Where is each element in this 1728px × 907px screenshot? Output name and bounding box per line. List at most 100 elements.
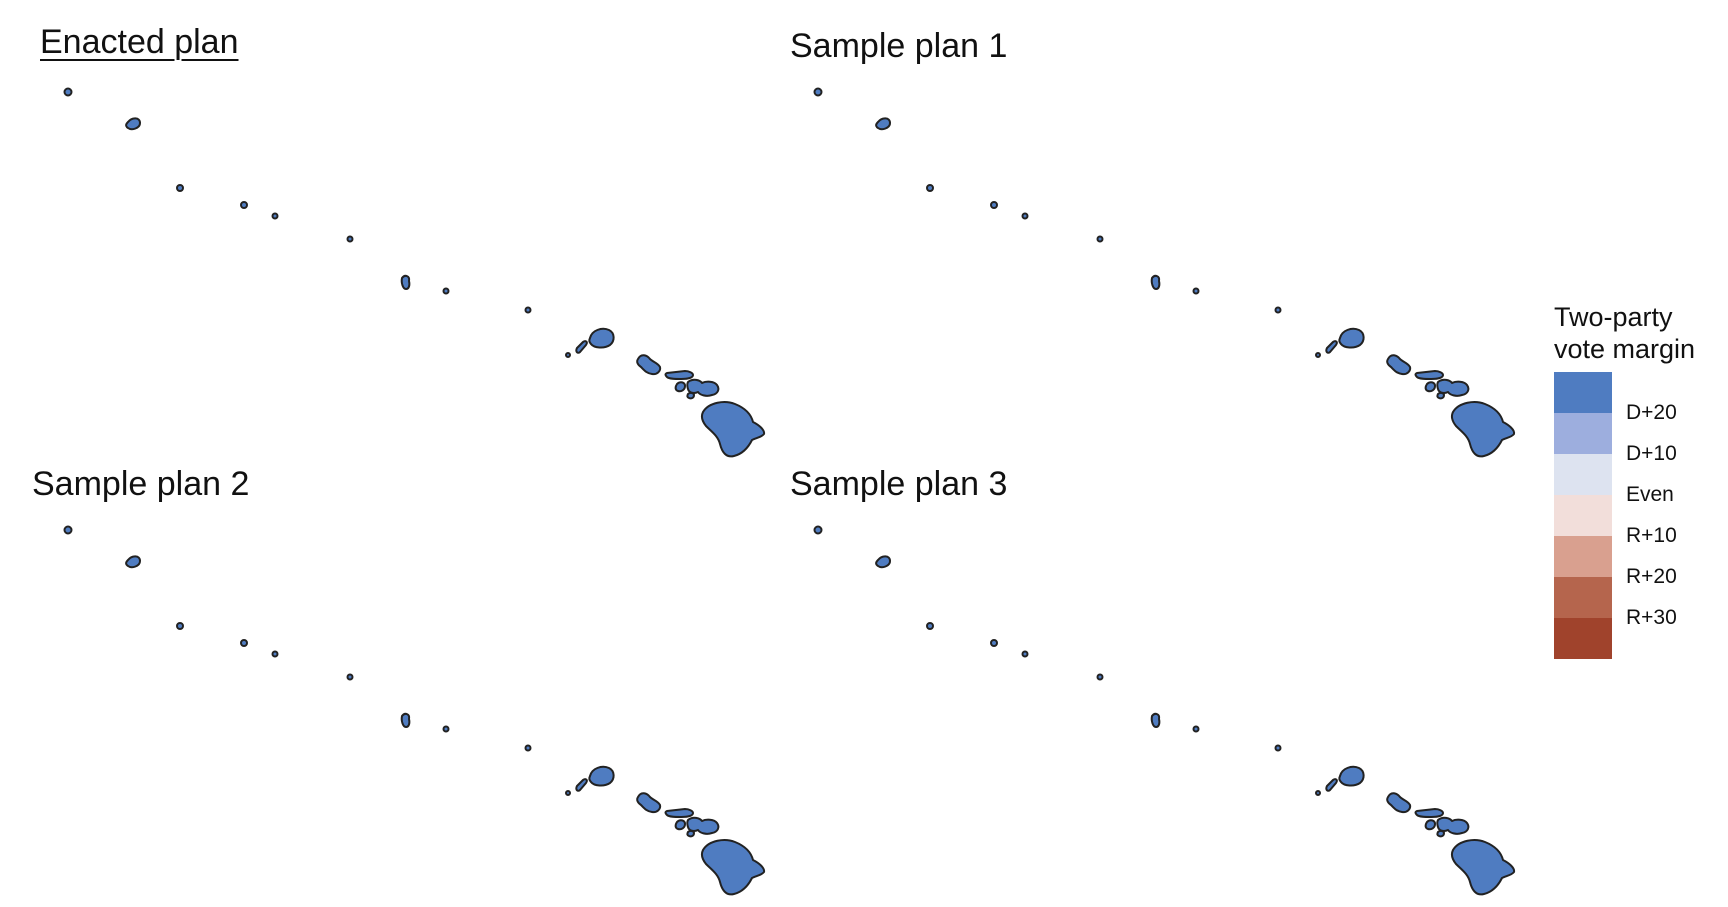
panel-title-sample-2: Sample plan 2: [32, 465, 250, 503]
niihau-island: [1325, 340, 1338, 354]
nihoa-island: [125, 555, 141, 569]
small-island-dot: [926, 622, 934, 630]
maui-island: [686, 378, 720, 397]
big-island: [1451, 401, 1516, 458]
small-island-dot: [346, 235, 354, 243]
small-island-dot: [1274, 306, 1282, 314]
small-island-dot: [1315, 790, 1321, 796]
lanai-island: [1424, 819, 1436, 831]
oahu-island: [636, 792, 662, 814]
maui-island: [1436, 816, 1470, 835]
gardner-island: [1150, 712, 1161, 728]
small-island-dot: [524, 306, 532, 314]
legend-tick-label: Even: [1626, 482, 1674, 506]
small-island-dot: [565, 790, 571, 796]
molokai-island: [664, 808, 694, 818]
molokai-island: [664, 370, 694, 380]
legend-swatch: [1554, 453, 1612, 495]
legend-swatch: [1554, 535, 1612, 577]
big-island: [1451, 839, 1516, 896]
legend-tick-label: R+30: [1626, 605, 1677, 629]
hawaii-map-enacted: [63, 87, 766, 458]
small-island-dot: [1192, 287, 1200, 295]
legend-swatch: [1554, 371, 1612, 413]
small-island-dot: [1274, 744, 1282, 752]
big-island: [701, 839, 766, 896]
nihoa-island: [875, 555, 891, 569]
kauai-island: [588, 765, 615, 787]
oahu-island: [1386, 354, 1412, 376]
map-panel-sample-1: Sample plan 1: [782, 16, 1524, 462]
legend-tick-label: R+20: [1626, 564, 1677, 588]
hawaii-map-sample-2: [63, 525, 766, 896]
legend-swatch: [1554, 494, 1612, 536]
small-island-dot: [565, 352, 571, 358]
small-island-dot: [1021, 212, 1029, 220]
small-island-dot: [176, 622, 184, 630]
kahoolawe-island: [1436, 829, 1445, 838]
oahu-island: [636, 354, 662, 376]
small-island-dot: [442, 725, 450, 733]
small-island-dot: [1192, 725, 1200, 733]
legend-title-line-1: Two-party: [1554, 302, 1673, 332]
small-island-dot: [1021, 650, 1029, 658]
kahoolawe-island: [686, 391, 695, 400]
legend-swatch: [1554, 617, 1612, 659]
niihau-island: [575, 340, 588, 354]
legend-tick-label: R+10: [1626, 523, 1677, 547]
map-panel-sample-3: Sample plan 3: [782, 454, 1524, 900]
maui-island: [1436, 378, 1470, 397]
kahoolawe-island: [686, 829, 695, 838]
legend-tick-label: D+20: [1626, 400, 1677, 424]
oahu-island: [1386, 792, 1412, 814]
lanai-island: [674, 381, 686, 393]
small-island-dot: [63, 525, 73, 535]
small-island-dot: [926, 184, 934, 192]
small-island-dot: [63, 87, 73, 97]
small-island-dot: [990, 639, 998, 647]
small-island-dot: [346, 673, 354, 681]
small-island-dot: [1096, 673, 1104, 681]
hawaii-map-sample-1: [813, 87, 1516, 458]
panel-title-enacted: Enacted plan: [40, 23, 239, 61]
kauai-island: [588, 327, 615, 349]
small-island-dot: [813, 87, 823, 97]
panel-title-sample-3: Sample plan 3: [790, 465, 1008, 503]
small-island-dot: [442, 287, 450, 295]
small-island-dot: [240, 639, 248, 647]
nihoa-island: [875, 117, 891, 131]
legend-tick-label: D+10: [1626, 441, 1677, 465]
maui-island: [686, 816, 720, 835]
small-island-dot: [524, 744, 532, 752]
small-island-dot: [1096, 235, 1104, 243]
small-island-dot: [990, 201, 998, 209]
legend-colorbar: D+20 D+10 Even R+10 R+20 R+30: [1554, 371, 1695, 662]
big-island: [701, 401, 766, 458]
kauai-island: [1338, 765, 1365, 787]
small-island-dot: [813, 525, 823, 535]
lanai-island: [1424, 381, 1436, 393]
legend-swatch: [1554, 576, 1612, 618]
hawaii-map-sample-3: [813, 525, 1516, 896]
legend-title-line-2: vote margin: [1554, 333, 1696, 364]
gardner-island: [400, 712, 411, 728]
gardner-island: [400, 274, 411, 290]
molokai-island: [1414, 370, 1444, 380]
small-island-dot: [240, 201, 248, 209]
panel-title-sample-1: Sample plan 1: [790, 27, 1008, 65]
kahoolawe-island: [1436, 391, 1445, 400]
lanai-island: [674, 819, 686, 831]
map-panel-enacted: Enacted plan: [32, 16, 774, 462]
kauai-island: [1338, 327, 1365, 349]
map-panel-sample-2: Sample plan 2: [32, 454, 774, 900]
nihoa-island: [125, 117, 141, 131]
vote-margin-legend: Two-party vote margin D+20 D+10 Even R+1…: [1554, 302, 1695, 662]
gardner-island: [1150, 274, 1161, 290]
niihau-island: [1325, 778, 1338, 792]
small-island-dot: [271, 212, 279, 220]
molokai-island: [1414, 808, 1444, 818]
small-island-dot: [271, 650, 279, 658]
small-island-dot: [1315, 352, 1321, 358]
niihau-island: [575, 778, 588, 792]
legend-swatch: [1554, 412, 1612, 454]
